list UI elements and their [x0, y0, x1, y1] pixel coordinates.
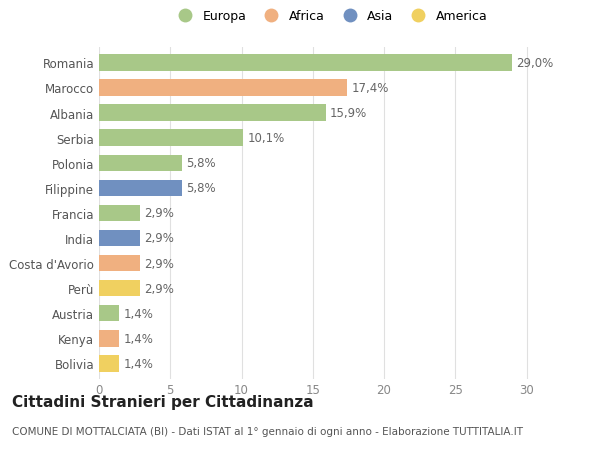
Text: 10,1%: 10,1% [247, 132, 284, 145]
Text: 2,9%: 2,9% [145, 207, 175, 220]
Text: 15,9%: 15,9% [330, 107, 367, 120]
Bar [99, 130, 243, 146]
Bar [99, 356, 119, 372]
Text: 2,9%: 2,9% [145, 232, 175, 245]
Text: 1,4%: 1,4% [123, 332, 153, 345]
Bar [99, 80, 347, 96]
Text: 29,0%: 29,0% [517, 57, 554, 70]
Bar [99, 55, 512, 71]
Text: Cittadini Stranieri per Cittadinanza: Cittadini Stranieri per Cittadinanza [12, 394, 314, 409]
Bar [99, 305, 119, 322]
Text: 5,8%: 5,8% [186, 182, 215, 195]
Text: COMUNE DI MOTTALCIATA (BI) - Dati ISTAT al 1° gennaio di ogni anno - Elaborazion: COMUNE DI MOTTALCIATA (BI) - Dati ISTAT … [12, 426, 523, 436]
Legend: Europa, Africa, Asia, America: Europa, Africa, Asia, America [169, 6, 491, 27]
Text: 5,8%: 5,8% [186, 157, 215, 170]
Bar [99, 180, 182, 196]
Bar [99, 255, 140, 272]
Text: 1,4%: 1,4% [123, 307, 153, 320]
Bar [99, 105, 326, 122]
Bar [99, 230, 140, 246]
Text: 1,4%: 1,4% [123, 357, 153, 370]
Text: 2,9%: 2,9% [145, 257, 175, 270]
Text: 2,9%: 2,9% [145, 282, 175, 295]
Bar [99, 330, 119, 347]
Bar [99, 280, 140, 297]
Text: 17,4%: 17,4% [351, 82, 389, 95]
Bar [99, 155, 182, 172]
Bar [99, 205, 140, 222]
